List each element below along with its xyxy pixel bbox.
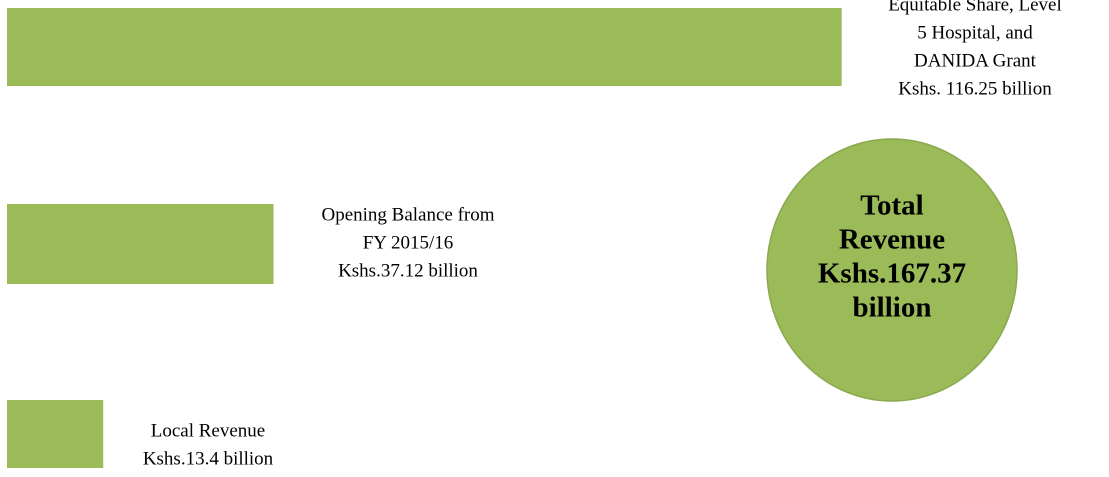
bar-label: Local Revenue bbox=[151, 420, 265, 441]
total-label: Total bbox=[860, 190, 923, 222]
total-label: Revenue bbox=[839, 224, 945, 256]
bar-value-label: Kshs.37.12 billion bbox=[338, 260, 478, 281]
revenue-bar bbox=[7, 8, 842, 86]
revenue-bar bbox=[7, 204, 274, 284]
revenue-bar bbox=[7, 400, 104, 468]
bar-value-label: Kshs.13.4 billion bbox=[143, 448, 274, 469]
bar-label: 5 Hospital, and bbox=[917, 22, 1033, 43]
bar-label: DANIDA Grant bbox=[914, 50, 1037, 71]
bar-label: Opening Balance from bbox=[321, 204, 494, 225]
total-ellipse bbox=[766, 138, 1018, 402]
total-label: Kshs.167.37 bbox=[818, 258, 966, 290]
bar-label: FY 2015/16 bbox=[363, 232, 454, 253]
bar-label: Equitable Share, Level bbox=[888, 0, 1062, 15]
total-label: billion bbox=[853, 292, 932, 324]
bar-value-label: Kshs. 116.25 billion bbox=[898, 78, 1052, 99]
